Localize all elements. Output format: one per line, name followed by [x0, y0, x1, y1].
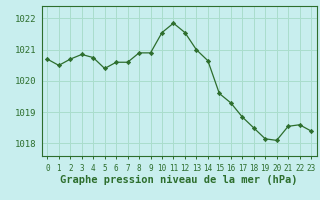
X-axis label: Graphe pression niveau de la mer (hPa): Graphe pression niveau de la mer (hPa) — [60, 175, 298, 185]
